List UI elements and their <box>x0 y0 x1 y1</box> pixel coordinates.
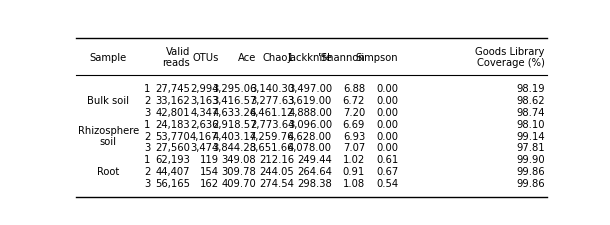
Text: 3,295.06: 3,295.06 <box>212 83 256 93</box>
Text: 0.54: 0.54 <box>376 178 398 188</box>
Text: Root: Root <box>97 166 120 177</box>
Text: 4,078.00: 4,078.00 <box>288 143 332 153</box>
Text: 0.00: 0.00 <box>376 107 398 117</box>
Text: 7.20: 7.20 <box>343 107 365 117</box>
Text: Valid
reads: Valid reads <box>162 47 190 68</box>
Text: Goods Library
Coverage (%): Goods Library Coverage (%) <box>475 47 545 68</box>
Text: 0.00: 0.00 <box>376 131 398 141</box>
Text: 'Shannon: 'Shannon <box>318 52 365 62</box>
Text: 4,461.12: 4,461.12 <box>250 107 294 117</box>
Text: 1: 1 <box>144 119 150 129</box>
Text: 3: 3 <box>144 107 150 117</box>
Text: 0.67: 0.67 <box>376 166 398 177</box>
Text: 4,259.76: 4,259.76 <box>249 131 294 141</box>
Text: 2: 2 <box>144 131 150 141</box>
Text: 2: 2 <box>144 166 150 177</box>
Text: 99.86: 99.86 <box>516 166 545 177</box>
Text: 62,193: 62,193 <box>156 155 190 165</box>
Text: 42,801: 42,801 <box>156 107 190 117</box>
Text: 2,773.64: 2,773.64 <box>250 119 294 129</box>
Text: 162: 162 <box>199 178 218 188</box>
Text: 154: 154 <box>199 166 218 177</box>
Text: 0.61: 0.61 <box>376 155 398 165</box>
Text: 4,167: 4,167 <box>190 131 218 141</box>
Text: 249.44: 249.44 <box>297 155 332 165</box>
Text: 212.16: 212.16 <box>259 155 294 165</box>
Text: 0.00: 0.00 <box>376 83 398 93</box>
Text: 7.07: 7.07 <box>343 143 365 153</box>
Text: 3,651.66: 3,651.66 <box>249 143 294 153</box>
Text: 264.64: 264.64 <box>297 166 332 177</box>
Text: 98.19: 98.19 <box>516 83 545 93</box>
Text: 409.70: 409.70 <box>221 178 256 188</box>
Text: Bulk soil: Bulk soil <box>87 95 129 105</box>
Text: 6.69: 6.69 <box>343 119 365 129</box>
Text: 3,163: 3,163 <box>190 95 218 105</box>
Text: 119: 119 <box>199 155 218 165</box>
Text: Chao1: Chao1 <box>262 52 294 62</box>
Text: 99.90: 99.90 <box>516 155 545 165</box>
Text: 4,633.26: 4,633.26 <box>212 107 256 117</box>
Text: Ace: Ace <box>238 52 256 62</box>
Text: OTUs: OTUs <box>192 52 218 62</box>
Text: 0.00: 0.00 <box>376 119 398 129</box>
Text: 99.14: 99.14 <box>516 131 545 141</box>
Text: Rhizosphere
soil: Rhizosphere soil <box>77 125 139 147</box>
Text: 1.02: 1.02 <box>343 155 365 165</box>
Text: 2,918.57: 2,918.57 <box>212 119 256 129</box>
Text: 24,183: 24,183 <box>156 119 190 129</box>
Text: 3,277.63: 3,277.63 <box>250 95 294 105</box>
Text: 3,416.57: 3,416.57 <box>212 95 256 105</box>
Text: Sample: Sample <box>90 52 127 62</box>
Text: 309.78: 309.78 <box>221 166 256 177</box>
Text: 3: 3 <box>144 178 150 188</box>
Text: 56,165: 56,165 <box>155 178 190 188</box>
Text: 3,844.28: 3,844.28 <box>212 143 256 153</box>
Text: 6.93: 6.93 <box>343 131 365 141</box>
Text: Jackknife: Jackknife <box>287 52 332 62</box>
Text: 99.86: 99.86 <box>516 178 545 188</box>
Text: 4,403.17: 4,403.17 <box>212 131 256 141</box>
Text: 1.08: 1.08 <box>343 178 365 188</box>
Text: Simpson: Simpson <box>356 52 398 62</box>
Text: 4,628.00: 4,628.00 <box>288 131 332 141</box>
Text: 27,745: 27,745 <box>156 83 190 93</box>
Text: 2,994: 2,994 <box>190 83 218 93</box>
Text: 0.00: 0.00 <box>376 143 398 153</box>
Text: 3,096.00: 3,096.00 <box>288 119 332 129</box>
Text: 274.54: 274.54 <box>259 178 294 188</box>
Text: 98.62: 98.62 <box>516 95 545 105</box>
Text: 0.00: 0.00 <box>376 95 398 105</box>
Text: 3: 3 <box>144 143 150 153</box>
Text: 53,770: 53,770 <box>156 131 190 141</box>
Text: 3,140.30: 3,140.30 <box>250 83 294 93</box>
Text: 1: 1 <box>144 155 150 165</box>
Text: 0.91: 0.91 <box>343 166 365 177</box>
Text: 98.74: 98.74 <box>516 107 545 117</box>
Text: 44,407: 44,407 <box>156 166 190 177</box>
Text: 1: 1 <box>144 83 150 93</box>
Text: 27,560: 27,560 <box>156 143 190 153</box>
Text: 6.72: 6.72 <box>343 95 365 105</box>
Text: 3,497.00: 3,497.00 <box>288 83 332 93</box>
Text: 4,888.00: 4,888.00 <box>288 107 332 117</box>
Text: 244.05: 244.05 <box>259 166 294 177</box>
Text: 4,347: 4,347 <box>190 107 218 117</box>
Text: 2,636: 2,636 <box>190 119 218 129</box>
Text: 98.10: 98.10 <box>516 119 545 129</box>
Text: 3,619.00: 3,619.00 <box>288 95 332 105</box>
Text: 2: 2 <box>144 95 150 105</box>
Text: 33,162: 33,162 <box>156 95 190 105</box>
Text: 97.81: 97.81 <box>516 143 545 153</box>
Text: 298.38: 298.38 <box>297 178 332 188</box>
Text: 349.08: 349.08 <box>222 155 256 165</box>
Text: 3,474: 3,474 <box>190 143 218 153</box>
Text: 6.88: 6.88 <box>343 83 365 93</box>
